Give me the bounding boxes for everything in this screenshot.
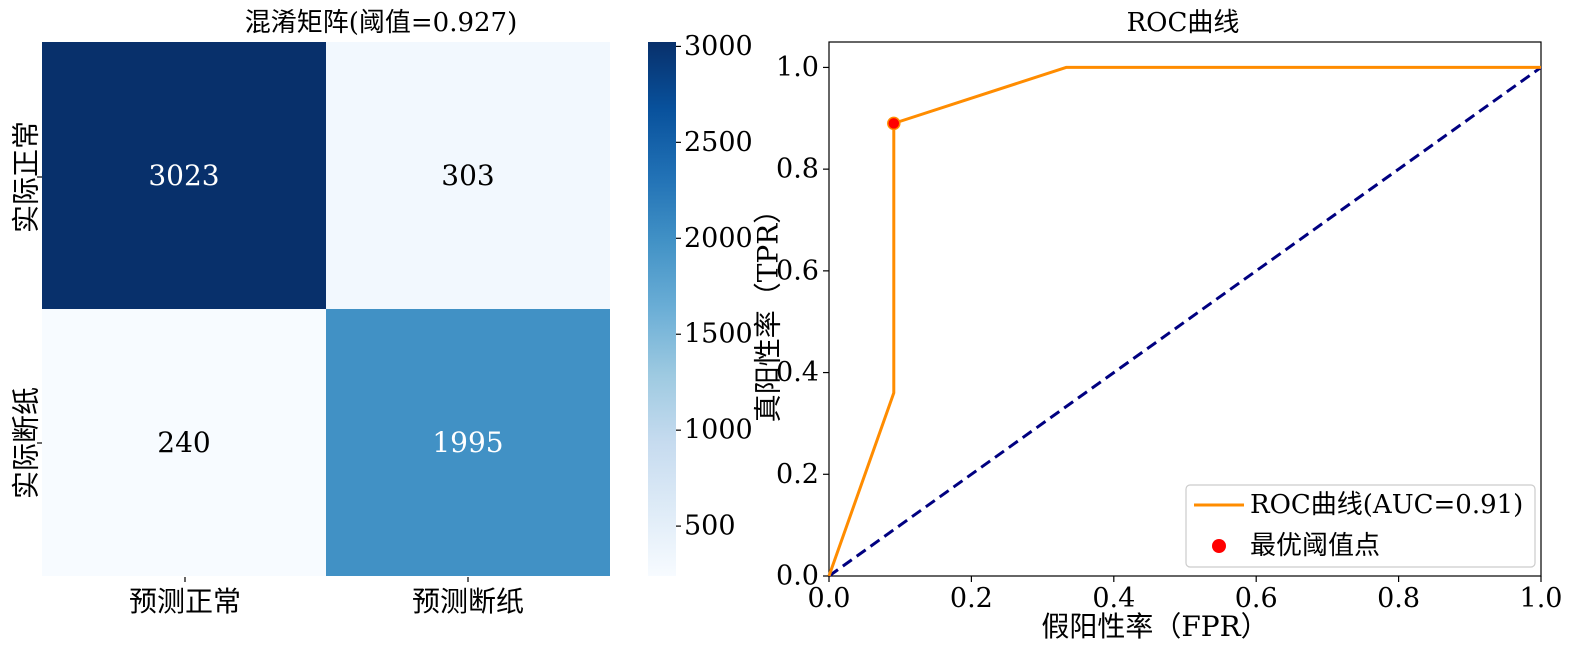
- heatmap-title: 混淆矩阵(阈值=0.927): [245, 8, 518, 38]
- roc-x-tick-label: 0.8: [1377, 583, 1420, 614]
- heatmap-axes: 实际正常 实际断纸 预测正常 预测断纸: [10, 121, 525, 618]
- roc-y-tick-label: 0.2: [776, 459, 819, 490]
- heatmap-cell-value: 303: [441, 159, 494, 192]
- heatmap-cells: [42, 42, 610, 576]
- roc-points: [887, 116, 901, 131]
- colorbar-ticks: 500 1000 1500 2000 2500 3000: [676, 31, 753, 542]
- confusion-matrix-panel: 混淆矩阵(阈值=0.927) 3023 303 240 1995 实际正常 实际断纸 …: [10, 8, 753, 618]
- colorbar-tick-label: 2000: [684, 223, 753, 254]
- roc-axis-ticks: 0.0 0.2 0.4 0.6 0.8 1.0 0.0 0.2 0.4 0.6 0.8 1.0: [776, 52, 1562, 614]
- roc-panel: ROC曲线 0.0 0.2 0.4 0.6 0.8 1.0 0.0 0.2 0.4 0.6 0.8 1…: [752, 8, 1563, 643]
- colorbar-tick-label: 1500: [684, 319, 753, 350]
- roc-x-axis-label: 假阳性率（FPR）: [1041, 610, 1268, 643]
- colorbar-tick-label: 2500: [684, 127, 753, 158]
- heatmap-row-label: 实际正常: [10, 121, 43, 233]
- roc-y-tick-label: 0.8: [776, 154, 819, 185]
- roc-title: ROC曲线: [1127, 8, 1240, 38]
- roc-legend: ROC曲线(AUC=0.91) 最优阈值点: [1185, 484, 1536, 568]
- optimal-threshold-point: [887, 116, 901, 131]
- colorbar-tick-label: 500: [684, 511, 736, 542]
- heatmap-cell-value: 1995: [432, 426, 503, 459]
- roc-diagonal-line: [828, 66, 1542, 578]
- legend-box: [1185, 484, 1536, 568]
- roc-x-tick-label: 0.4: [1092, 583, 1135, 614]
- roc-y-axis-label: 真阳性率（TPR）: [752, 196, 785, 423]
- legend-point-swatch: [1212, 539, 1226, 553]
- colorbar-tick-label: 3000: [684, 31, 753, 62]
- colorbar-tick-label: 1000: [684, 415, 753, 446]
- roc-x-tick-label: 0.0: [808, 583, 851, 614]
- colorbar: [648, 42, 676, 576]
- heatmap-row-label: 实际断纸: [10, 387, 43, 499]
- heatmap-cell: [326, 42, 610, 309]
- heatmap-col-label: 预测正常: [129, 585, 241, 618]
- heatmap-cell-labels: 3023 303 240 1995: [148, 159, 503, 459]
- roc-x-tick-label: 1.0: [1520, 583, 1563, 614]
- heatmap-cell: [42, 42, 326, 309]
- roc-y-tick-label: 0.0: [776, 561, 819, 592]
- heatmap-cell-value: 240: [157, 426, 210, 459]
- roc-y-tick-label: 1.0: [776, 52, 819, 83]
- legend-entry-roc: ROC曲线(AUC=0.91): [1250, 490, 1523, 520]
- roc-y-tick-label: 0.4: [776, 357, 819, 388]
- heatmap-col-label: 预测断纸: [412, 585, 524, 618]
- heatmap-cell: [42, 309, 326, 576]
- heatmap-cell: [326, 309, 610, 576]
- roc-y-tick-label: 0.6: [776, 255, 819, 286]
- heatmap-cell-value: 3023: [148, 159, 219, 192]
- roc-x-tick-label: 0.6: [1235, 583, 1278, 614]
- legend-entry-optimal: 最优阈值点: [1250, 531, 1380, 561]
- roc-x-tick-label: 0.2: [950, 583, 993, 614]
